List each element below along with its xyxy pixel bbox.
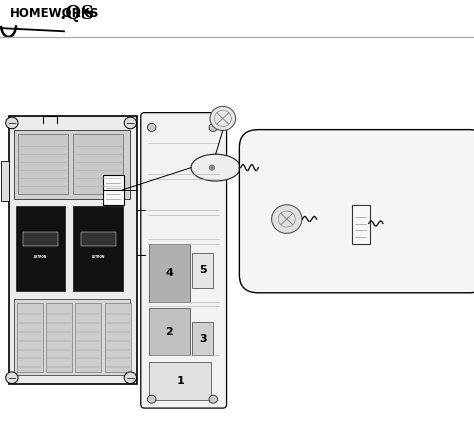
FancyBboxPatch shape bbox=[46, 303, 72, 372]
Circle shape bbox=[6, 372, 18, 384]
FancyBboxPatch shape bbox=[192, 322, 213, 355]
Text: 5: 5 bbox=[199, 266, 207, 275]
FancyBboxPatch shape bbox=[23, 232, 58, 246]
FancyBboxPatch shape bbox=[75, 303, 101, 372]
Circle shape bbox=[147, 123, 156, 131]
Text: LUTRON: LUTRON bbox=[91, 255, 105, 259]
FancyBboxPatch shape bbox=[1, 161, 9, 201]
FancyBboxPatch shape bbox=[149, 308, 190, 355]
FancyBboxPatch shape bbox=[17, 303, 43, 372]
FancyBboxPatch shape bbox=[9, 116, 137, 384]
Circle shape bbox=[209, 123, 218, 131]
FancyBboxPatch shape bbox=[14, 299, 130, 375]
Text: .QS: .QS bbox=[59, 4, 94, 22]
FancyBboxPatch shape bbox=[149, 244, 190, 302]
Text: LUTRON: LUTRON bbox=[34, 255, 47, 259]
FancyBboxPatch shape bbox=[192, 253, 213, 288]
Circle shape bbox=[209, 395, 218, 403]
Circle shape bbox=[6, 117, 18, 129]
Text: 4: 4 bbox=[165, 268, 173, 278]
FancyBboxPatch shape bbox=[141, 113, 227, 408]
FancyBboxPatch shape bbox=[352, 205, 370, 244]
Circle shape bbox=[124, 372, 137, 384]
Circle shape bbox=[272, 205, 302, 233]
FancyBboxPatch shape bbox=[14, 130, 130, 199]
FancyBboxPatch shape bbox=[73, 206, 123, 291]
FancyBboxPatch shape bbox=[81, 232, 116, 246]
Circle shape bbox=[124, 117, 137, 129]
Text: 2: 2 bbox=[165, 327, 173, 337]
FancyBboxPatch shape bbox=[73, 134, 123, 194]
Text: 1: 1 bbox=[176, 376, 184, 386]
FancyBboxPatch shape bbox=[16, 206, 65, 291]
Circle shape bbox=[209, 165, 215, 170]
Text: HOMEWORKS: HOMEWORKS bbox=[9, 7, 99, 20]
FancyBboxPatch shape bbox=[103, 175, 124, 205]
FancyBboxPatch shape bbox=[239, 130, 474, 293]
FancyBboxPatch shape bbox=[149, 362, 211, 400]
Circle shape bbox=[147, 395, 156, 403]
Circle shape bbox=[210, 106, 236, 131]
FancyBboxPatch shape bbox=[18, 134, 68, 194]
Ellipse shape bbox=[191, 154, 240, 181]
FancyBboxPatch shape bbox=[105, 303, 131, 372]
Text: 3: 3 bbox=[199, 333, 207, 344]
